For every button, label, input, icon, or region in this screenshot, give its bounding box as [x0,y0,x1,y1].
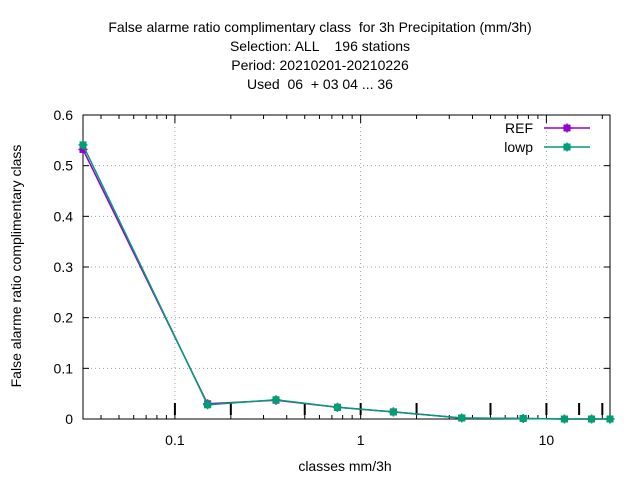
x-tick-label: 1 [357,432,365,448]
title-line-4: Used 06 + 03 04 ... 36 [247,76,393,92]
y-tick-label: 0 [65,411,73,427]
y-tick-label: 0.3 [54,259,74,275]
x-tick-label: 10 [539,432,555,448]
y-tick-label: 0.4 [54,208,74,224]
series-ref [78,144,615,424]
y-tick-label: 0.1 [54,360,74,376]
legend: REF lowp [504,120,590,155]
x-tick-label: 0.1 [165,432,185,448]
series-line-ref [82,149,610,420]
y-tick-label: 0.6 [54,107,74,123]
y-axis-label: False alarme ratio complimentary class [8,145,24,388]
y-tick-label: 0.5 [54,158,74,174]
grid-lines [83,115,610,419]
legend-label-ref: REF [505,120,533,136]
title-line-1: False alarme ratio complimentary class f… [108,19,532,35]
series-line-lowp [82,144,610,420]
series-group [78,140,615,424]
x-axis-label: classes mm/3h [298,458,391,474]
series-lowp [78,140,615,424]
title-line-3: Period: 20210201-20210226 [231,57,409,73]
axes: 0 0.1 0.2 0.3 0.4 0.5 0.6 0.1 1 10 [54,107,611,448]
legend-label-lowp: lowp [504,139,533,155]
y-tick-label: 0.2 [54,310,74,326]
class-threshold-ticks [173,403,604,415]
plot-border [82,114,611,420]
title-line-2: Selection: ALL 196 stations [229,38,411,54]
